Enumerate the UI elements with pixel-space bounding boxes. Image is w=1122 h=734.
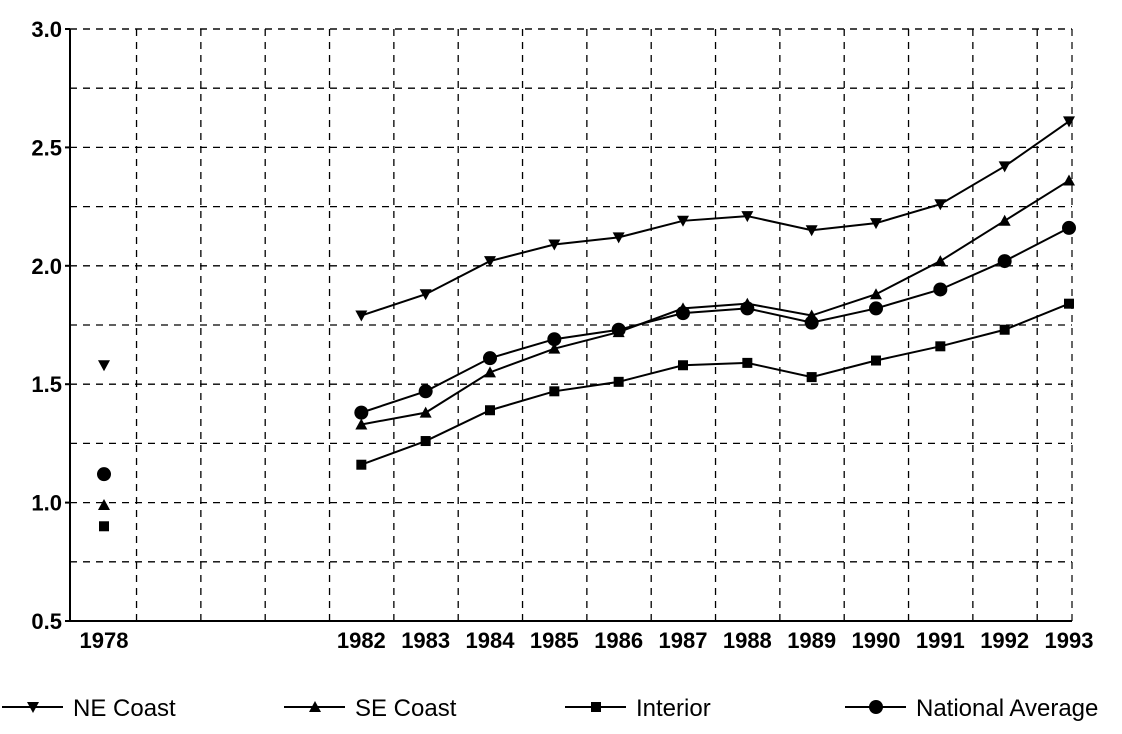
point-marker [98, 360, 110, 372]
point-marker [740, 301, 755, 316]
point-marker [933, 282, 948, 297]
series-national-average [97, 220, 1076, 482]
point-marker [309, 701, 321, 712]
x-tick-label: 1990 [852, 628, 901, 653]
x-tick-label: 1987 [659, 628, 708, 653]
point-marker [613, 376, 624, 387]
point-marker [547, 332, 562, 347]
x-tick-label: 1982 [337, 628, 386, 653]
y-tick-label: 1.0 [31, 491, 62, 516]
legend-label: NE Coast [73, 695, 176, 722]
point-marker [806, 372, 817, 383]
point-marker [871, 355, 881, 366]
point-marker [419, 406, 432, 418]
series-line [361, 120, 1070, 317]
point-marker [870, 218, 882, 230]
x-tick-label: 1991 [916, 628, 965, 653]
point-marker [934, 199, 947, 211]
legend: NE Coast SE Coast Interior National Average [2, 695, 1098, 722]
point-marker [676, 306, 690, 321]
legend-label: National Average [916, 695, 1098, 722]
legend-item: NE Coast [2, 695, 176, 722]
x-tick-label: 1989 [787, 628, 836, 653]
x-tick-label: 1988 [723, 628, 772, 653]
y-tick-label: 3.0 [31, 17, 62, 42]
y-tick-label: 1.5 [31, 372, 62, 397]
point-marker [27, 702, 39, 713]
series-group [97, 116, 1076, 532]
point-marker [934, 255, 947, 267]
point-marker [98, 498, 110, 510]
x-tick-label: 1986 [594, 628, 643, 653]
legend-item: SE Coast [284, 695, 457, 722]
y-tick-label: 0.5 [31, 609, 62, 634]
point-marker [741, 211, 754, 223]
point-marker [485, 405, 495, 416]
x-tick-label: 1983 [401, 628, 450, 653]
point-marker [742, 357, 753, 368]
x-tick-label: 1978 [80, 628, 129, 653]
point-marker [484, 256, 496, 268]
point-marker [418, 384, 433, 399]
axes [65, 28, 1073, 622]
legend-item: National Average [845, 695, 1098, 722]
point-marker [998, 161, 1011, 173]
point-marker [99, 521, 109, 532]
point-marker [612, 232, 625, 244]
point-marker [1063, 116, 1075, 128]
point-marker [611, 322, 626, 337]
point-marker [869, 700, 883, 714]
point-marker [355, 310, 368, 322]
point-marker [356, 459, 367, 470]
y-axis-tick-labels: 0.5 1.0 1.5 2.0 2.5 3.0 [31, 17, 62, 634]
point-marker [1063, 174, 1075, 186]
x-tick-label: 1992 [980, 628, 1029, 653]
y-tick-label: 2.0 [31, 254, 62, 279]
point-marker [1062, 220, 1076, 235]
y-tick-label: 2.5 [31, 135, 62, 160]
legend-item: Interior [565, 695, 711, 722]
point-marker [354, 405, 369, 420]
point-marker [935, 341, 946, 352]
point-marker [355, 418, 368, 430]
point-marker [484, 366, 496, 378]
series-line [361, 227, 1070, 414]
legend-label: SE Coast [355, 695, 457, 722]
series-line [360, 302, 1070, 466]
x-tick-label: 1993 [1045, 628, 1094, 653]
point-marker [677, 215, 689, 227]
legend-label: Interior [636, 695, 711, 722]
series-line [361, 179, 1070, 426]
point-marker [97, 467, 111, 482]
point-marker [591, 702, 601, 712]
x-tick-label: 1984 [466, 628, 516, 653]
point-marker [804, 315, 819, 330]
point-marker [548, 239, 561, 251]
series-interior [99, 298, 1074, 532]
series-ne-coast [98, 116, 1075, 372]
point-marker [678, 360, 688, 371]
point-marker [997, 254, 1012, 269]
point-marker [1064, 298, 1074, 309]
point-marker [999, 324, 1010, 335]
x-axis-tick-labels: 1978 1982 1983 1984 1985 1986 1987 1988 1989 1990… [80, 628, 1094, 653]
grid-lines [70, 28, 1072, 621]
point-marker [870, 288, 882, 300]
point-marker [805, 225, 818, 237]
x-tick-label: 1985 [530, 628, 579, 653]
point-marker [998, 214, 1011, 226]
point-marker [419, 289, 432, 301]
point-marker [549, 386, 560, 397]
point-marker [869, 301, 883, 316]
point-marker [548, 342, 561, 354]
point-marker [483, 351, 497, 366]
point-marker [420, 436, 431, 447]
